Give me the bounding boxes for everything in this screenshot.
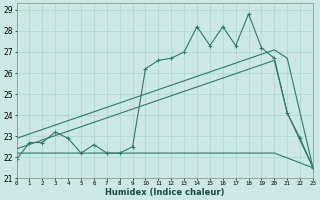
X-axis label: Humidex (Indice chaleur): Humidex (Indice chaleur) [105, 188, 225, 197]
